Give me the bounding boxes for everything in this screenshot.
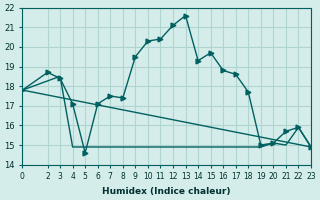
X-axis label: Humidex (Indice chaleur): Humidex (Indice chaleur)	[102, 187, 231, 196]
